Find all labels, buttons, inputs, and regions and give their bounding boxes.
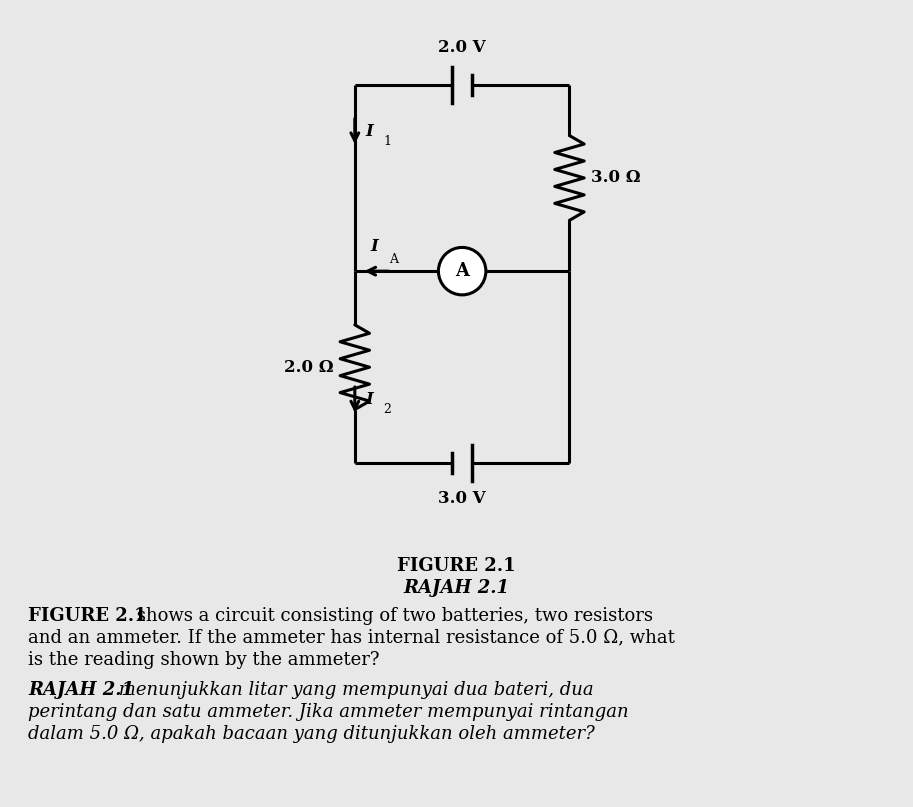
Text: 3.0 V: 3.0 V: [438, 491, 486, 508]
Text: 2.0 Ω: 2.0 Ω: [284, 358, 333, 376]
Circle shape: [438, 248, 486, 295]
Text: RAJAH 2.1: RAJAH 2.1: [403, 579, 509, 597]
Text: 2: 2: [383, 404, 391, 416]
Text: A: A: [456, 262, 469, 280]
Text: I: I: [365, 391, 373, 408]
Text: I: I: [371, 238, 378, 255]
Text: FIGURE 2.1: FIGURE 2.1: [28, 607, 147, 625]
Text: I: I: [365, 123, 373, 140]
Text: 1: 1: [383, 135, 391, 148]
Text: and an ammeter. If the ammeter has internal resistance of 5.0 Ω, what: and an ammeter. If the ammeter has inter…: [28, 629, 675, 647]
Text: shows a circuit consisting of two batteries, two resistors: shows a circuit consisting of two batter…: [131, 607, 653, 625]
Text: menunjukkan litar yang mempunyai dua bateri, dua: menunjukkan litar yang mempunyai dua bat…: [113, 681, 593, 699]
Text: RAJAH 2.1: RAJAH 2.1: [28, 681, 134, 699]
Text: 3.0 Ω: 3.0 Ω: [591, 169, 641, 186]
Text: 2.0 V: 2.0 V: [438, 40, 486, 56]
Text: perintang dan satu ammeter. Jika ammeter mempunyai rintangan: perintang dan satu ammeter. Jika ammeter…: [28, 703, 629, 721]
Text: dalam 5.0 Ω, apakah bacaan yang ditunjukkan oleh ammeter?: dalam 5.0 Ω, apakah bacaan yang ditunjuk…: [28, 725, 594, 743]
Text: A: A: [389, 253, 398, 266]
Text: FIGURE 2.1: FIGURE 2.1: [396, 557, 515, 575]
Text: is the reading shown by the ammeter?: is the reading shown by the ammeter?: [28, 651, 380, 669]
